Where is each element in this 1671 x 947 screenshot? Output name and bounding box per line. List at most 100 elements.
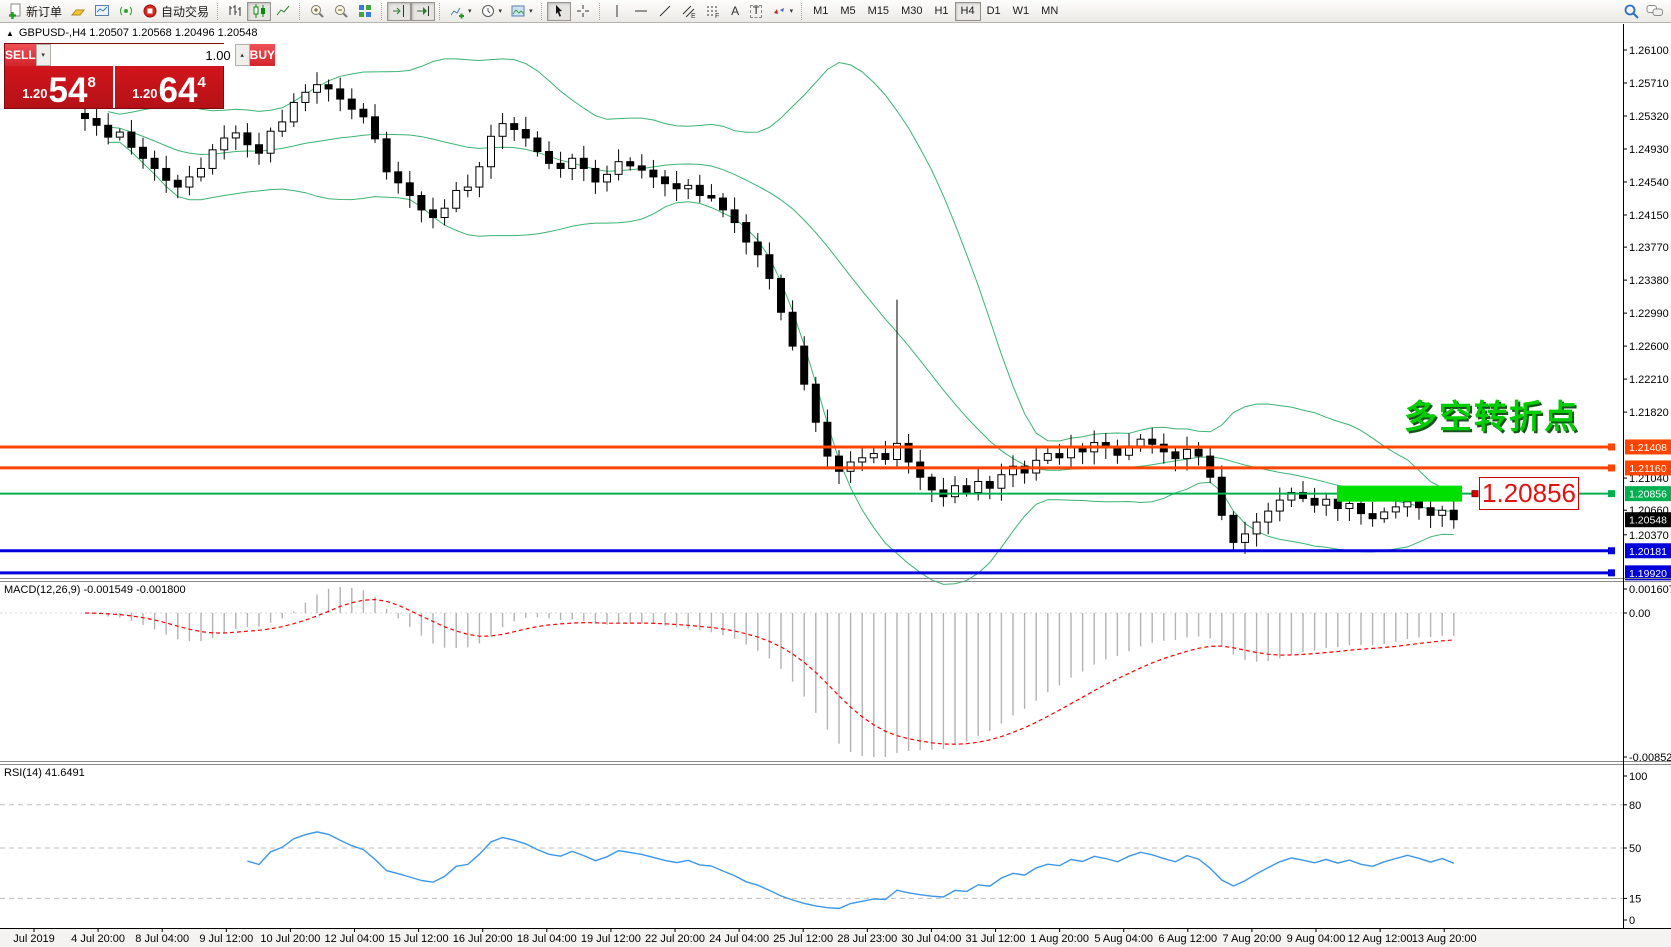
main-toolbar: 新订单 自动交易 ▾ ▾ xyxy=(0,0,1671,23)
line-chart-mode-button[interactable] xyxy=(271,2,295,21)
candle-body xyxy=(278,121,287,132)
new-order-button[interactable]: 新订单 xyxy=(3,2,66,21)
candle-body xyxy=(1009,465,1017,476)
sell-price[interactable]: 1.20 54 8 xyxy=(5,66,113,108)
time-axis-label: 24 Jul 04:00 xyxy=(709,933,769,945)
candle-body xyxy=(533,137,542,153)
toolbar-separator xyxy=(540,2,543,20)
price-level-box[interactable]: 1.20856 xyxy=(1479,477,1579,510)
tab-timeframe-m1[interactable]: M1 xyxy=(813,4,829,17)
line-chart-icon xyxy=(276,5,290,16)
candle-body xyxy=(626,161,635,167)
candle-body xyxy=(661,176,669,185)
indicators-button[interactable]: ▾ xyxy=(445,2,476,21)
tab-timeframe-h4[interactable]: H4 xyxy=(954,1,981,21)
time-axis-label: 7 Aug 20:00 xyxy=(1223,933,1282,945)
candle-body xyxy=(985,480,994,489)
candle-body xyxy=(452,189,461,209)
time-axis-label: 6 Aug 12:00 xyxy=(1158,933,1217,945)
sell-button[interactable]: SELL xyxy=(5,44,36,66)
candle-body xyxy=(997,474,1006,489)
candle-body xyxy=(1368,513,1377,520)
volume-input[interactable] xyxy=(50,44,235,66)
bar-chart-mode-button[interactable] xyxy=(223,2,247,21)
line-anchor-handle[interactable] xyxy=(1608,490,1615,498)
channel-tool-button[interactable]: E xyxy=(677,2,701,21)
rsi-scale-label: 50 xyxy=(1629,843,1641,855)
line-anchor-handle[interactable] xyxy=(1608,547,1615,555)
candle-body xyxy=(788,311,797,347)
signals-button[interactable] xyxy=(114,2,138,21)
candle-body xyxy=(1322,498,1331,506)
auto-trading-label: 自动交易 xyxy=(161,4,210,19)
zoom-in-button[interactable] xyxy=(305,2,329,21)
cursor-tool-button[interactable] xyxy=(546,1,571,21)
tab-timeframe-h1[interactable]: H1 xyxy=(934,4,949,17)
charts-button[interactable] xyxy=(66,2,90,21)
sell-price-pip: 8 xyxy=(87,74,96,91)
candle-body xyxy=(614,161,623,175)
volume-increase-button[interactable]: ▴ xyxy=(234,44,250,66)
auto-scroll-button[interactable] xyxy=(411,1,436,21)
tab-timeframe-m5[interactable]: M5 xyxy=(840,4,856,17)
chart-window-button[interactable] xyxy=(90,2,114,21)
auto-trading-button[interactable]: 自动交易 xyxy=(138,2,213,21)
candle-body xyxy=(1264,510,1273,523)
templates-button[interactable]: ▾ xyxy=(506,2,537,21)
candlestick-icon xyxy=(253,4,266,18)
chart-shift-button[interactable] xyxy=(387,1,412,21)
chat-icon[interactable] xyxy=(1646,3,1664,19)
candlestick-mode-button[interactable] xyxy=(247,1,272,21)
volume-decrease-button[interactable]: ▾ xyxy=(35,44,51,66)
chart-text-annotation[interactable]: 多空转折点 xyxy=(1404,398,1579,435)
rsi-scale-label: 15 xyxy=(1629,893,1641,905)
candle-body xyxy=(405,182,414,197)
line-anchor-handle[interactable] xyxy=(1608,464,1615,472)
candle-body xyxy=(498,123,507,137)
tab-timeframe-d1[interactable]: D1 xyxy=(986,4,1001,17)
text-tool-button[interactable]: A xyxy=(725,2,746,21)
text-label-tool-button[interactable]: T xyxy=(746,2,767,21)
price-axis-tick-label: 1.24930 xyxy=(1629,144,1669,156)
line-anchor-handle[interactable] xyxy=(1608,443,1615,451)
tab-timeframe-m30[interactable]: M30 xyxy=(901,4,923,17)
new-order-label: 新订单 xyxy=(26,4,63,19)
buy-price[interactable]: 1.20 64 4 xyxy=(115,66,223,108)
candle-body xyxy=(371,116,379,140)
trendline-icon xyxy=(659,5,670,17)
trendline-tool-button[interactable] xyxy=(653,2,677,21)
zoom-out-button[interactable] xyxy=(329,2,353,21)
arrows-tool-button[interactable]: ▾ xyxy=(767,2,798,21)
indicators-icon xyxy=(450,7,465,19)
periods-button[interactable]: ▾ xyxy=(476,2,507,21)
candle-body xyxy=(1217,476,1226,516)
vertical-line-icon xyxy=(616,5,618,17)
crosshair-icon xyxy=(576,5,589,17)
candle-body xyxy=(289,101,298,123)
candle-body xyxy=(1136,438,1145,447)
price-axis-level-label: 1.20181 xyxy=(1629,546,1667,558)
toolbar-separator xyxy=(217,2,219,20)
tab-timeframe-mn[interactable]: MN xyxy=(1041,4,1059,17)
candle-body xyxy=(1391,506,1400,513)
buy-button[interactable]: BUY xyxy=(249,44,276,66)
candle-body xyxy=(811,383,820,423)
tab-timeframe-w1[interactable]: W1 xyxy=(1012,4,1030,17)
horizontal-line-tool-button[interactable] xyxy=(629,2,653,21)
candle-body xyxy=(92,118,101,126)
tab-timeframe-m15[interactable]: M15 xyxy=(867,4,890,17)
collapse-panel-arrow[interactable]: ▲ xyxy=(6,28,14,38)
candle-body xyxy=(556,162,565,169)
time-axis-label: 4 Jul 20:00 xyxy=(71,933,125,945)
chart-shift-icon xyxy=(393,5,405,17)
highlight-band[interactable] xyxy=(1337,485,1462,502)
search-icon[interactable] xyxy=(1623,3,1640,20)
vertical-line-tool-button[interactable] xyxy=(605,2,629,21)
candle-body xyxy=(695,184,704,197)
bollinger-band-line xyxy=(108,126,1454,512)
crosshair-tool-button[interactable] xyxy=(571,2,595,21)
fibonacci-tool-button[interactable]: F xyxy=(701,2,725,21)
line-anchor-handle[interactable] xyxy=(1608,569,1615,577)
tile-windows-button[interactable] xyxy=(353,2,377,21)
